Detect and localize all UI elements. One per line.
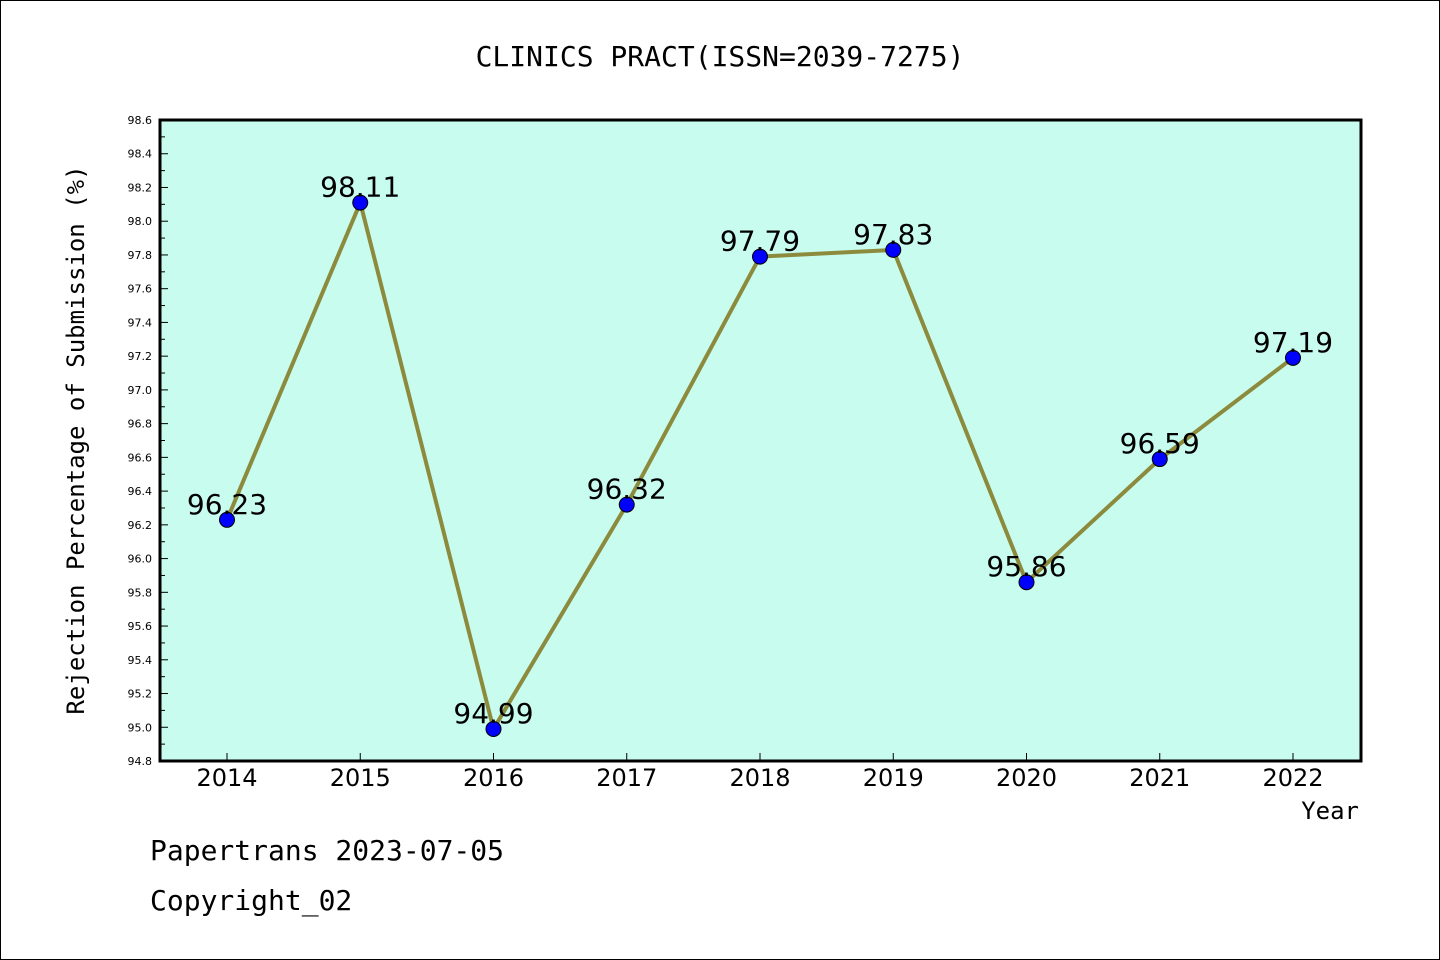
y-tick-label: 97.6	[128, 283, 153, 296]
data-point	[885, 241, 902, 258]
x-tick-label: 2019	[863, 764, 924, 792]
y-tick-label: 96.2	[128, 519, 153, 532]
y-tick-label: 98.2	[128, 181, 153, 194]
x-tick-label: 2021	[1129, 764, 1190, 792]
data-label: 94.99	[453, 697, 533, 730]
footer-copyright: Copyright_02	[150, 884, 353, 917]
x-tick-label: 2018	[729, 764, 790, 792]
y-tick-label: 95.8	[128, 586, 153, 599]
data-label: 95.86	[986, 550, 1066, 583]
plot-area	[158, 118, 1363, 763]
data-point	[618, 496, 635, 513]
data-labels: 96.23 98.11 94.99 96.32 97.79 97.83 95.86 96.59…	[187, 171, 1333, 730]
data-point	[352, 194, 369, 211]
data-label: 98.11	[320, 171, 400, 204]
y-tick-label: 96.6	[128, 451, 153, 464]
data-label: 97.79	[720, 225, 800, 258]
y-tick-label: 95.0	[128, 721, 153, 734]
chart-title: CLINICS PRACT(ISSN=2039-7275)	[476, 40, 965, 73]
x-tick-label: 2022	[1262, 764, 1323, 792]
data-label: 96.23	[187, 488, 267, 521]
data-label: 97.83	[853, 218, 933, 251]
y-tick-label: 98.6	[128, 114, 153, 127]
data-point	[219, 511, 235, 528]
x-tick-label: 2016	[463, 764, 524, 792]
y-tick-label: 94.8	[128, 755, 153, 768]
y-tick-label: 96.8	[128, 418, 153, 431]
y-tick-label: 95.4	[128, 654, 153, 667]
data-point	[1151, 451, 1168, 468]
y-tick-label: 97.4	[128, 316, 153, 329]
series-markers	[219, 194, 1301, 737]
y-tick-label: 97.0	[128, 384, 153, 397]
x-axis-label: Year	[1301, 797, 1359, 825]
y-tick-label: 95.2	[128, 688, 153, 701]
y-tick-label: 97.8	[128, 249, 153, 262]
x-tick-label: 2017	[596, 764, 657, 792]
y-axis-label: Rejection Percentage of Submission (%)	[62, 165, 90, 714]
data-point	[1285, 349, 1301, 366]
y-tick-label: 95.6	[128, 620, 153, 633]
footer-date: Papertrans 2023-07-05	[150, 834, 505, 867]
y-tick-label: 98.4	[128, 148, 153, 161]
x-tick-label: 2015	[330, 764, 391, 792]
y-tick-label: 96.4	[128, 485, 153, 498]
y-tick-label: 98.0	[128, 215, 153, 228]
data-point	[1018, 574, 1035, 591]
data-label: 96.59	[1120, 427, 1200, 460]
x-tick-label: 2014	[196, 764, 257, 792]
data-point	[752, 248, 768, 265]
y-tick-label: 96.0	[128, 553, 153, 566]
data-point	[485, 720, 502, 737]
x-axis-ticks: 2014 2015 2016 2017 2018 2019 2020 2021 2022	[196, 753, 1324, 792]
data-label: 97.19	[1253, 326, 1333, 359]
y-axis-ticks: 94.8 95.0 95.2 95.4 95.6 95.8 96.0 96.2 96.4 96.6…	[128, 114, 168, 768]
x-tick-label: 2020	[996, 764, 1057, 792]
data-label: 96.32	[587, 473, 667, 506]
y-tick-label: 97.2	[128, 350, 153, 363]
